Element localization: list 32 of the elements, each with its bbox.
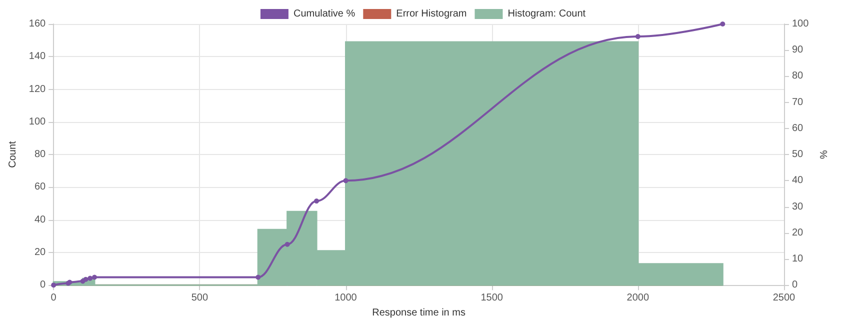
y-tick-label: 160 bbox=[28, 18, 46, 30]
x-tick-label: 500 bbox=[191, 292, 208, 304]
y2-tick-label: 0 bbox=[792, 280, 798, 291]
y2-tick-label: 80 bbox=[792, 70, 804, 82]
y-tick-label: 120 bbox=[28, 84, 46, 95]
y2-tick-label: 50 bbox=[792, 149, 804, 160]
y-tick-label: 80 bbox=[34, 149, 46, 160]
y2-tick-label: 60 bbox=[792, 122, 804, 134]
legend-label: Error Histogram bbox=[396, 8, 467, 20]
y-axis-title: Count bbox=[8, 140, 18, 168]
y2-tick-label: 10 bbox=[792, 253, 804, 264]
y-tick-label: 40 bbox=[34, 214, 46, 226]
x-tick-label: 2500 bbox=[772, 292, 796, 304]
y2-tick-label: 30 bbox=[792, 201, 804, 212]
y2-tick-label: 70 bbox=[792, 96, 804, 108]
legend-label: Histogram: Count bbox=[508, 8, 586, 20]
y-tick-label: 60 bbox=[34, 182, 46, 193]
x-axis-title: Response time in ms bbox=[372, 308, 466, 318]
x-tick-label: 1000 bbox=[334, 292, 358, 304]
y2-tick-label: 40 bbox=[792, 175, 804, 186]
y-tick-label: 20 bbox=[34, 246, 46, 258]
x-tick-label: 1500 bbox=[480, 292, 504, 304]
y2-tick-label: 20 bbox=[792, 227, 804, 238]
x-tick-label: 2000 bbox=[626, 292, 650, 304]
y-tick-label: 100 bbox=[28, 116, 46, 128]
y-tick-label: 0 bbox=[40, 280, 46, 291]
y-tick-label: 140 bbox=[28, 51, 46, 62]
y2-tick-label: 100 bbox=[792, 18, 810, 30]
y2-tick-label: 90 bbox=[792, 44, 804, 56]
legend-label: Cumulative % bbox=[293, 8, 356, 20]
x-tick-label: 0 bbox=[50, 292, 57, 304]
y2-axis-title: % bbox=[819, 150, 830, 160]
